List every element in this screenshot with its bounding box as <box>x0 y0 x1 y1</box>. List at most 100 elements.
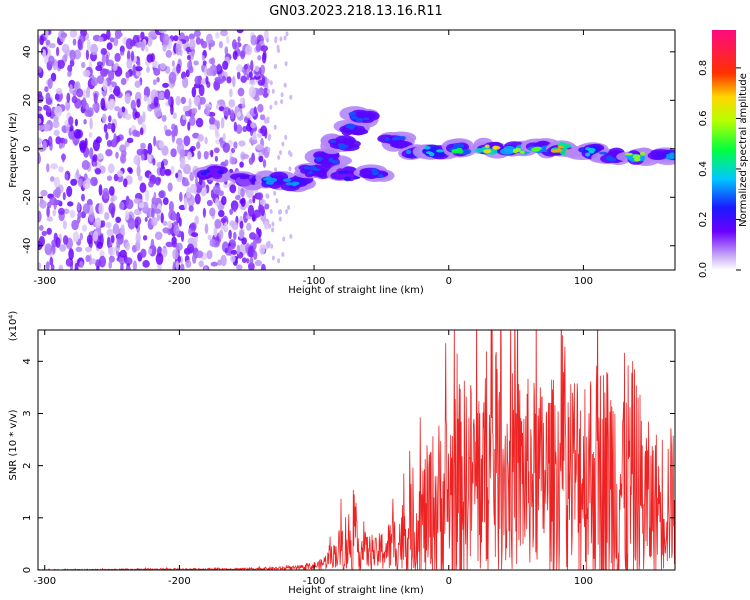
noise-blob <box>162 197 169 206</box>
snr-frame <box>37 329 676 571</box>
noise-blob <box>93 92 98 104</box>
noise-blob <box>189 38 196 51</box>
x-tick-label: -100 <box>303 576 326 587</box>
signal-mark <box>217 170 224 174</box>
noise-blob <box>67 71 72 77</box>
noise-blob <box>125 241 130 251</box>
signal-mark <box>435 149 445 153</box>
noise-blob <box>139 127 144 136</box>
noise-blob <box>82 97 87 109</box>
colorbar-gradient <box>712 30 736 270</box>
noise-blob <box>38 262 42 270</box>
noise-blob <box>107 163 115 174</box>
x-tick-label: -200 <box>168 576 191 587</box>
noise-blob <box>135 71 142 77</box>
noise-blob <box>120 50 125 56</box>
noise-blob <box>278 209 282 215</box>
noise-blob <box>86 234 93 245</box>
colorbar-tick-label: 0.2 <box>698 212 709 228</box>
noise-blob <box>81 224 87 232</box>
noise-blob <box>191 86 197 98</box>
noise-blob <box>213 147 220 154</box>
noise-blob <box>95 136 102 144</box>
signal-mark <box>291 181 298 187</box>
signal-mark <box>393 136 402 141</box>
noise-blob <box>130 99 136 111</box>
y-tick-label: -40 <box>22 238 33 254</box>
spectrogram-frame <box>37 29 676 271</box>
noise-blob <box>280 92 284 98</box>
noise-blob <box>151 207 155 219</box>
x-tick-label: 0 <box>446 576 452 587</box>
noise-blob <box>235 194 241 201</box>
noise-blob <box>269 80 273 86</box>
noise-blob <box>89 147 94 160</box>
noise-blob <box>148 217 153 227</box>
noise-blob <box>41 230 47 237</box>
noise-blob <box>90 176 98 187</box>
noise-blob <box>257 55 262 61</box>
noise-blob <box>38 210 42 223</box>
noise-blob <box>101 220 106 228</box>
noise-blob <box>105 131 109 140</box>
signal-mark <box>334 173 348 179</box>
noise-blob <box>188 205 194 212</box>
noise-blob <box>221 195 227 206</box>
noise-blob <box>89 117 93 130</box>
noise-blob <box>255 144 264 151</box>
noise-blob <box>233 204 237 213</box>
noise-blob <box>167 182 173 192</box>
noise-blob <box>255 227 260 235</box>
noise-blob <box>66 92 71 104</box>
noise-blob <box>110 196 115 204</box>
noise-blob <box>53 129 60 137</box>
noise-blob <box>280 99 284 105</box>
noise-blob <box>49 196 57 206</box>
noise-blob <box>102 187 110 200</box>
noise-blob <box>263 220 269 230</box>
colorbar-label: Normalized spectral amplitude <box>738 73 749 227</box>
noise-blob <box>271 221 275 227</box>
noise-blob <box>76 201 81 212</box>
noise-blob <box>47 77 53 89</box>
noise-blob <box>112 63 118 72</box>
noise-blob <box>189 116 196 126</box>
noise-blob <box>85 254 91 263</box>
signal-mark <box>355 117 364 123</box>
noise-blob <box>120 77 127 86</box>
noise-blob <box>160 212 164 224</box>
noise-blob <box>154 231 163 240</box>
noise-blob <box>208 42 212 51</box>
signal-mark <box>406 149 412 155</box>
noise-blob <box>239 161 244 168</box>
noise-blob <box>90 43 99 56</box>
noise-blob <box>250 122 257 129</box>
signal-mark <box>492 145 501 150</box>
noise-blob <box>162 33 170 46</box>
signal-mark <box>239 175 248 180</box>
noise-blob <box>39 35 45 46</box>
noise-blob <box>282 236 286 242</box>
noise-blob <box>95 217 102 228</box>
noise-blob <box>252 195 256 204</box>
noise-blob <box>79 140 87 151</box>
noise-blob <box>250 60 254 72</box>
noise-blob <box>240 187 245 198</box>
noise-blob <box>261 263 266 270</box>
x-tick-label: -300 <box>33 576 56 587</box>
noise-blob <box>96 61 103 67</box>
noise-blob <box>165 49 172 58</box>
signal-mark <box>384 137 390 142</box>
noise-blob <box>185 259 192 268</box>
noise-blob <box>248 198 253 204</box>
noise-blob <box>106 42 113 50</box>
noise-blob <box>175 172 179 178</box>
noise-blob <box>76 88 84 98</box>
noise-blob <box>266 78 270 84</box>
noise-blob <box>210 261 218 267</box>
noise-blob <box>277 48 280 54</box>
noise-blob <box>155 176 161 186</box>
noise-blob <box>204 136 208 145</box>
noise-blob <box>67 201 74 207</box>
noise-blob <box>69 30 78 38</box>
